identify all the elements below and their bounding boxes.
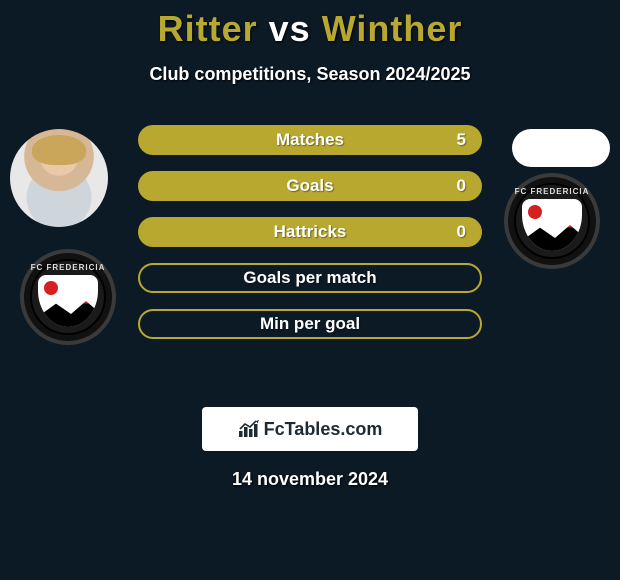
stat-bars: Matches 5 Goals 0 Hattricks 0 Goals per … [138,125,482,355]
stat-label: Goals [286,176,333,196]
stat-label: Min per goal [260,314,360,334]
crest-shield [38,275,98,327]
stat-value-right: 0 [457,176,466,196]
player-left-avatar [10,129,108,227]
stat-bar-goals-per-match: Goals per match [138,263,482,293]
club-badge-left: FC FREDERICIA [20,249,116,345]
page-title: Ritter vs Winther [0,0,620,50]
stat-bar-hattricks: Hattricks 0 [138,217,482,247]
brand-text: FcTables.com [264,419,383,440]
crest-text-left: FC FREDERICIA [24,263,112,272]
stat-bar-matches: Matches 5 [138,125,482,155]
crest-shield [522,199,582,251]
comparison-panel: FC FREDERICIA FC FREDERICIA Matches 5 Go… [0,117,620,397]
stat-bar-goals: Goals 0 [138,171,482,201]
title-vs: vs [269,8,311,49]
title-right: Winther [322,8,463,49]
stat-label: Matches [276,130,344,150]
stat-value-right: 5 [457,130,466,150]
chart-icon [238,420,260,438]
stat-label: Goals per match [243,268,376,288]
stat-bar-min-per-goal: Min per goal [138,309,482,339]
title-left: Ritter [158,8,258,49]
brand-box: FcTables.com [202,407,418,451]
club-badge-right: FC FREDERICIA [504,173,600,269]
club-crest: FC FREDERICIA [20,249,116,345]
subtitle: Club competitions, Season 2024/2025 [0,64,620,85]
stat-value-right: 0 [457,222,466,242]
player-right-avatar [512,129,610,167]
stat-label: Hattricks [274,222,347,242]
date-text: 14 november 2024 [0,469,620,490]
crest-text-right: FC FREDERICIA [508,187,596,196]
avatar-hair [32,135,86,165]
club-crest: FC FREDERICIA [504,173,600,269]
